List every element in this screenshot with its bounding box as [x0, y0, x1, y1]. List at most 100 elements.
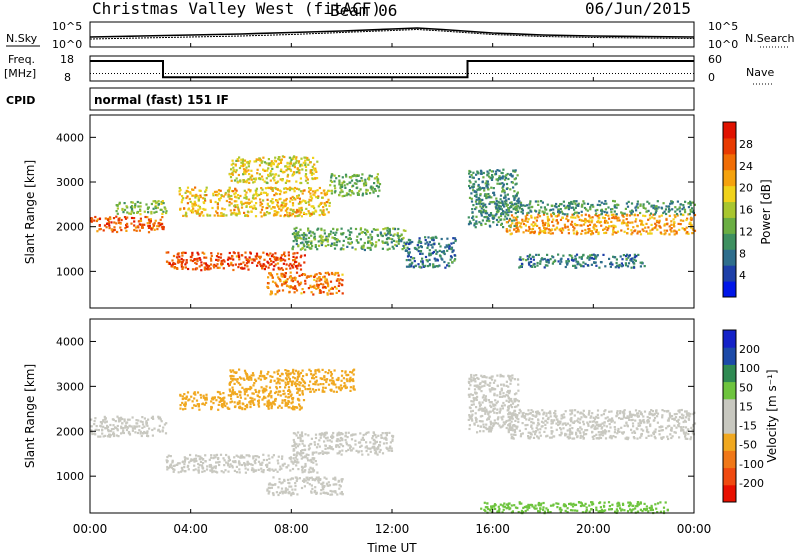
heat-cell [189, 200, 192, 203]
heat-cell [184, 402, 187, 405]
heat-cell [603, 202, 606, 205]
heat-cell [248, 201, 251, 204]
heat-cell [315, 446, 319, 449]
heat-cell [490, 196, 493, 199]
heat-cell [292, 157, 295, 160]
heat-cell [309, 199, 312, 202]
heat-cell [183, 470, 186, 473]
heat-cell [299, 434, 302, 437]
heat-cell [375, 241, 378, 244]
heat-cell [233, 179, 237, 182]
heat-cell [615, 261, 618, 265]
heat-cell [676, 214, 679, 217]
heat-cell [333, 483, 336, 486]
heat-cell [514, 397, 517, 401]
heat-cell [283, 187, 286, 190]
heat-cell [263, 395, 266, 398]
heat-cell [340, 227, 343, 230]
heat-cell [278, 468, 281, 471]
heat-cell [472, 215, 475, 218]
heat-cell [300, 377, 303, 380]
heat-cell [369, 186, 372, 189]
heat-cell [255, 257, 258, 260]
heat-cell [372, 190, 375, 193]
heat-cell [312, 377, 316, 380]
heat-cell [539, 229, 542, 232]
heat-cell [147, 231, 151, 234]
heat-cell [247, 387, 250, 391]
heat-cell [172, 470, 175, 473]
heat-cell [597, 219, 600, 222]
heat-cell [249, 189, 252, 192]
heat-cell [320, 278, 323, 281]
heat-cell [405, 265, 409, 268]
heat-cell [284, 281, 287, 284]
heat-cell [251, 400, 254, 403]
heat-cell [356, 235, 359, 238]
heat-cell [167, 251, 170, 254]
heat-cell [269, 391, 272, 394]
heat-cell [318, 186, 321, 190]
heat-cell [653, 217, 656, 220]
heat-cell [215, 461, 218, 464]
heat-cell [593, 228, 596, 231]
heat-cell [685, 218, 688, 222]
heat-cell [513, 224, 516, 228]
heat-cell [444, 246, 447, 249]
heat-cell [557, 260, 560, 263]
heat-cell [305, 453, 308, 456]
heat-cell [334, 490, 337, 493]
date-label: 06/Jun/2015 [585, 0, 691, 18]
heat-cell [272, 493, 275, 497]
heat-cell [279, 190, 283, 193]
heat-cell [668, 233, 671, 236]
heat-cell [658, 215, 661, 218]
heat-cell [500, 389, 503, 392]
heat-cell [323, 440, 326, 443]
heat-cell [277, 486, 280, 489]
heat-cell [341, 176, 344, 179]
heat-cell [146, 434, 149, 437]
heat-cell [238, 471, 241, 474]
heat-cell [210, 469, 214, 472]
heat-cell [416, 244, 419, 247]
heat-cell [299, 264, 302, 267]
heat-cell [324, 244, 327, 248]
heat-cell [570, 254, 573, 257]
heat-cell [482, 407, 485, 410]
heat-cell [473, 374, 476, 377]
heat-cell [201, 470, 204, 473]
heat-cell [407, 254, 410, 257]
heat-cell [238, 263, 241, 266]
heat-cell [134, 202, 137, 206]
heat-cell [500, 223, 503, 226]
heat-cell [270, 160, 273, 163]
heat-cell [370, 236, 373, 239]
noise-ytick-top-left: 10^5 [52, 20, 82, 33]
heat-cell [228, 187, 231, 190]
heat-cell [104, 417, 107, 420]
heat-cell [341, 445, 345, 448]
heat-cell [351, 191, 354, 194]
heat-cell [324, 444, 327, 447]
heat-cell [636, 225, 639, 228]
heat-cell [303, 465, 306, 468]
heat-cell [371, 230, 374, 233]
heat-cell [490, 170, 494, 173]
heat-cell [271, 492, 275, 495]
heat-cell [519, 201, 523, 204]
heat-cell [293, 210, 296, 214]
heat-cell [318, 439, 321, 442]
heat-cell [273, 176, 276, 179]
heat-cell [245, 257, 248, 261]
heat-cell [383, 232, 386, 235]
heat-cell [133, 217, 136, 220]
heat-cell [298, 172, 301, 175]
heat-cell [611, 263, 614, 266]
noise-series-0 [89, 27, 695, 38]
heat-cell [279, 374, 282, 378]
heat-cell [324, 386, 327, 389]
heat-cell [541, 222, 545, 225]
heat-cell [286, 478, 290, 481]
heat-cell [260, 202, 264, 205]
